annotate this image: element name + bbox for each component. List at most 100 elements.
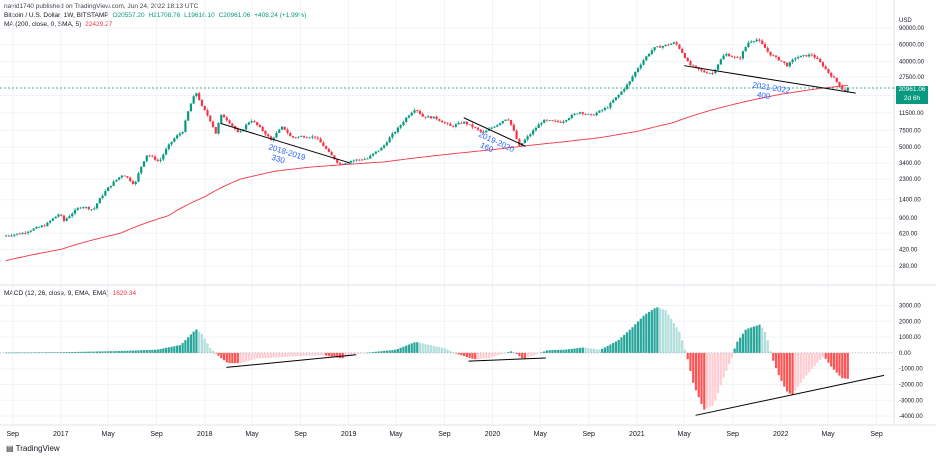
candle-body xyxy=(405,117,408,122)
symbol-name[interactable]: Bitcoin / U.S. Dollar, 1W, BITSTAMP xyxy=(4,12,109,19)
ohlc-row: Bitcoin / U.S. Dollar, 1W, BITSTAMP O205… xyxy=(4,12,308,20)
macd-histogram-bar xyxy=(843,352,847,379)
macd-histogram-bar xyxy=(496,352,499,356)
macd-histogram-bar xyxy=(71,352,74,353)
macd-histogram-bar xyxy=(104,351,107,353)
macd-histogram-bar xyxy=(454,352,457,354)
candle-body xyxy=(752,41,756,43)
candle-body xyxy=(719,59,722,65)
macd-histogram-bar xyxy=(164,347,168,353)
macd-histogram-bar xyxy=(82,351,85,353)
macd-histogram-bar xyxy=(537,352,540,354)
macd-histogram-bar xyxy=(112,351,115,353)
macd-histogram-bar xyxy=(162,348,165,353)
close-value: C20961.06 xyxy=(218,12,251,19)
candle-body xyxy=(363,158,366,160)
candle-body xyxy=(628,81,631,85)
candle-body xyxy=(763,43,767,48)
macd-histogram-bar xyxy=(421,343,424,353)
candle-body xyxy=(592,114,595,116)
candle-body xyxy=(330,151,333,156)
candle-body xyxy=(222,114,226,118)
macd-histogram-bar xyxy=(280,352,284,358)
macd-histogram-bar xyxy=(352,352,355,355)
candle-body xyxy=(79,207,82,209)
macd-tick-label: 2000.00 xyxy=(899,319,921,325)
candle-body xyxy=(838,81,841,87)
macd-histogram-bar xyxy=(62,352,66,353)
candle-body xyxy=(68,216,71,219)
macd-histogram-bar xyxy=(46,352,49,353)
candle-body xyxy=(286,129,289,133)
macd-histogram-bar xyxy=(236,352,239,364)
candle-body xyxy=(449,123,452,126)
macd-histogram-bar xyxy=(264,352,267,359)
macd-histogram-bar xyxy=(440,347,444,353)
candle-body xyxy=(819,58,822,63)
candle-body xyxy=(438,119,441,121)
macd-histogram-bar xyxy=(330,352,333,357)
macd-histogram-bar xyxy=(118,351,121,353)
macd-histogram-bar xyxy=(774,352,778,369)
tradingview-logo[interactable]: ▤ TradingView xyxy=(6,444,60,453)
macd-legend[interactable]: MACD (12, 26, close, 9, EMA, EMA) 1629.3… xyxy=(4,290,138,298)
ma-legend[interactable]: MA (200, close, 0, SMA, 5) 22429.27 xyxy=(4,21,114,29)
macd-histogram-bar xyxy=(543,351,546,353)
candle-body xyxy=(446,122,449,124)
candle-body xyxy=(576,113,579,115)
macd-histogram-bar xyxy=(681,340,684,353)
candle-body xyxy=(788,62,791,67)
macd-histogram-bar xyxy=(846,352,849,379)
candle-body xyxy=(540,122,543,125)
macd-histogram-bar xyxy=(540,352,543,354)
candle-body xyxy=(203,105,206,111)
candle-body xyxy=(388,137,391,143)
macd-histogram-bar xyxy=(349,352,353,356)
macd-histogram-bar xyxy=(383,350,386,353)
macd-histogram-bar xyxy=(733,348,736,353)
time-tick-label: May xyxy=(389,431,403,438)
ma-label: MA (200, close, 0, SMA, 5) xyxy=(4,21,82,28)
candle-body xyxy=(104,191,107,196)
macd-histogram-bar xyxy=(297,352,300,357)
candle-body xyxy=(758,39,761,41)
candle-body xyxy=(383,145,386,148)
price-tick-label: 90000.00 xyxy=(899,26,925,32)
candle-body xyxy=(551,120,554,122)
open-value: O20557.20 xyxy=(112,12,145,19)
candle-body xyxy=(311,136,314,138)
candle-body xyxy=(65,218,68,221)
price-tick-label: 900.00 xyxy=(899,216,918,222)
brand-text: TradingView xyxy=(15,444,60,453)
annotation-days-label: 400 xyxy=(756,90,771,101)
macd-histogram-bar xyxy=(515,352,518,355)
macd-histogram-bar xyxy=(159,348,162,353)
macd-histogram-bar xyxy=(429,345,433,353)
candle-body xyxy=(341,163,344,165)
macd-histogram-bar xyxy=(772,352,775,361)
macd-histogram-bar xyxy=(327,352,331,357)
low-value: L19616.10 xyxy=(184,12,215,19)
macd-histogram-bar xyxy=(239,352,242,364)
macd-histogram-bar xyxy=(344,352,347,358)
time-tick-label: 2017 xyxy=(53,431,69,438)
candle-body xyxy=(107,187,110,192)
candle-body xyxy=(4,235,8,237)
candle-body xyxy=(272,137,275,141)
candle-body xyxy=(24,232,27,234)
macd-histogram-bar xyxy=(617,339,620,353)
macd-histogram-bar xyxy=(286,352,289,357)
macd-histogram-bar xyxy=(835,352,838,373)
candle-body xyxy=(239,131,242,133)
macd-histogram-bar xyxy=(84,351,88,353)
candle-body xyxy=(84,206,88,208)
macd-histogram-bar xyxy=(449,350,452,353)
macd-histogram-bar xyxy=(747,328,750,353)
candle-body xyxy=(123,175,126,177)
candle-body xyxy=(623,88,626,92)
candle-body xyxy=(777,56,780,61)
macd-histogram-bar xyxy=(794,352,797,391)
macd-histogram-bar xyxy=(427,344,430,353)
candle-body xyxy=(620,91,623,95)
